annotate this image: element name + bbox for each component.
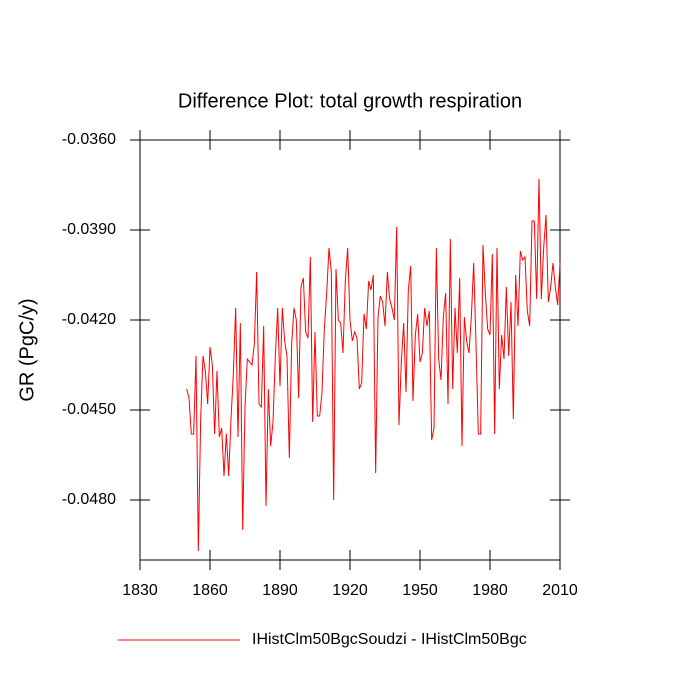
x-tick-label: 1980 xyxy=(472,582,508,599)
plot-frame xyxy=(139,139,561,561)
x-tick-label: 1830 xyxy=(122,582,158,599)
y-tick-label: -0.0390 xyxy=(62,221,116,238)
y-tick-label: -0.0420 xyxy=(62,311,116,328)
chart-title: Difference Plot: total growth respiratio… xyxy=(178,90,522,112)
x-tick-label: 1890 xyxy=(262,582,298,599)
legend-label: IHistClm50BgcSoudzi - IHistClm50Bgc xyxy=(252,631,527,648)
x-tick-label: 1860 xyxy=(192,582,228,599)
data-line xyxy=(186,178,561,552)
x-tick-label: 2010 xyxy=(542,582,578,599)
x-tick-label: 1950 xyxy=(402,582,438,599)
y-tick-label: -0.0480 xyxy=(62,491,116,508)
y-axis-label: GR (PgC/y) xyxy=(16,298,38,401)
x-tick-label: 1920 xyxy=(332,582,368,599)
y-tick-label: -0.0360 xyxy=(62,131,116,148)
y-tick-label: -0.0450 xyxy=(62,401,116,418)
